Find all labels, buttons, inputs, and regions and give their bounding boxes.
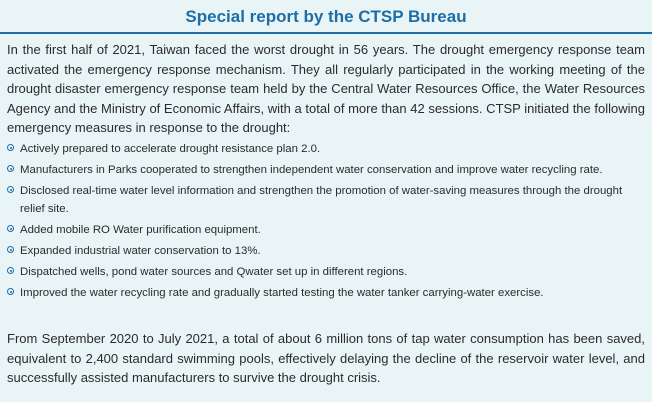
measure-text: Disclosed real-time water level informat… [20,185,623,215]
title-divider [0,32,652,34]
measure-text: Actively prepared to accelerate drought … [20,143,321,155]
circle-bullet-icon [7,225,14,232]
measure-item: Disclosed real-time water level informat… [7,182,645,218]
measure-text: Expanded industrial water conservation t… [20,245,261,257]
circle-bullet-icon [7,144,14,151]
emergency-measures-list: Actively prepared to accelerate drought … [7,140,645,305]
closing-paragraph: From September 2020 to July 2021, a tota… [7,331,645,385]
circle-bullet-icon [7,246,14,253]
measure-text: Dispatched wells, pond water sources and… [20,266,408,278]
measure-item: Manufacturers in Parks cooperated to str… [7,161,645,179]
circle-bullet-icon [7,288,14,295]
measure-item: Added mobile RO Water purification equip… [7,221,645,239]
circle-bullet-icon [7,186,14,193]
measure-text: Added mobile RO Water purification equip… [20,224,261,236]
measure-text: Improved the water recycling rate and gr… [20,287,544,299]
measure-item: Improved the water recycling rate and gr… [7,284,645,302]
measure-item: Actively prepared to accelerate drought … [7,140,645,158]
report-title: Special report by the CTSP Bureau [185,7,467,26]
measure-text: Manufacturers in Parks cooperated to str… [20,164,603,176]
circle-bullet-icon [7,165,14,172]
circle-bullet-icon [7,267,14,274]
intro-paragraph: In the first half of 2021, Taiwan faced … [7,42,645,135]
measure-item: Expanded industrial water conservation t… [7,242,645,260]
measure-item: Dispatched wells, pond water sources and… [7,263,645,281]
